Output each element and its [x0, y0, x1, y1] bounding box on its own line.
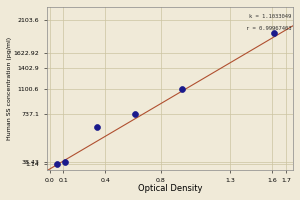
Point [180, 88, 184, 91]
Y-axis label: Human SS concentration (pg/ml): Human SS concentration (pg/ml) [7, 37, 12, 140]
X-axis label: Optical Density: Optical Density [138, 184, 202, 193]
Point [94, 125, 99, 128]
Text: k = 1.1033049: k = 1.1033049 [249, 14, 291, 19]
Text: r = 0.99967403: r = 0.99967403 [245, 26, 291, 31]
Point [133, 112, 137, 116]
Point [63, 160, 68, 164]
Point [55, 163, 60, 166]
Point [272, 31, 277, 34]
